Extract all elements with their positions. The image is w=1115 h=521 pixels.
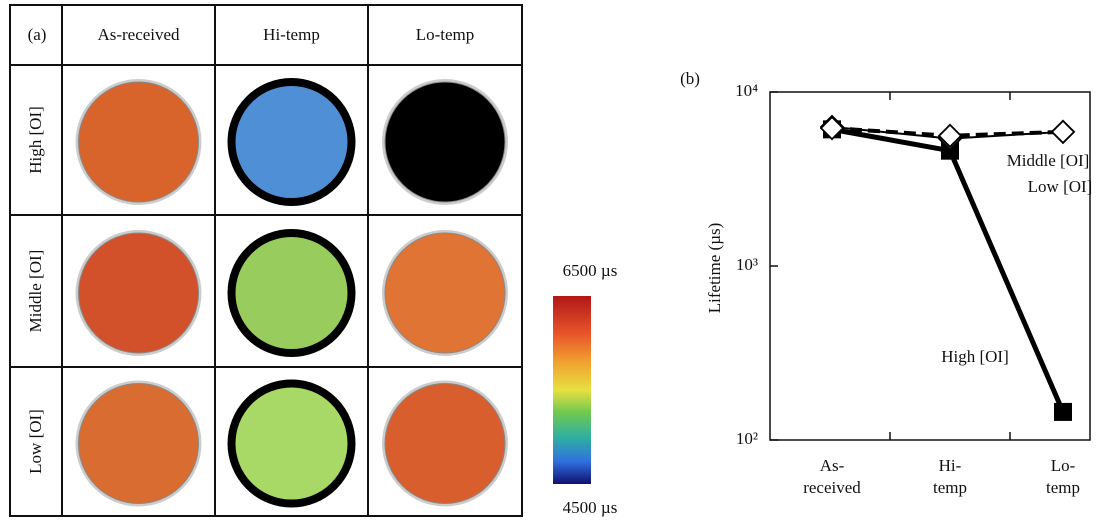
series-line [832,129,1063,412]
panel-label: (b) [680,69,700,88]
row-header: High [OI] [26,106,45,174]
x-tick-label: As- received [782,455,882,499]
wafer-map [232,384,352,504]
page: {"panel_a": {"label": "(a)", "columns": … [0,0,1115,521]
figure: 6500 µs 4500 µs (a) (b) Lifetime (µs) As… [0,0,1115,521]
y-tick-label: 10³ [736,255,758,274]
wafer-map [79,384,199,504]
wafer-map [79,233,199,353]
row-header: Middle [OI] [26,250,45,333]
colorbar-max: 6500 µs [563,261,618,280]
row-header: Low [OI] [26,409,45,474]
wafer-map [79,82,199,202]
wafer-map [385,82,505,202]
series-label: High [OI] [941,347,1009,366]
x-tick-label: Lo- temp [1013,455,1113,499]
wafer-map [385,384,505,504]
panel-label: (a) [28,25,47,44]
wafer-map [385,233,505,353]
colorbar-min: 4500 µs [563,498,618,517]
column-header: As-received [97,25,180,44]
column-header: Lo-temp [416,25,475,44]
wafer-map [232,233,352,353]
y-tick-label: 10⁴ [735,81,758,100]
y-axis-label: Lifetime (µs) [705,223,724,314]
colorbar [553,296,591,484]
series-label: Low [OI] [1028,177,1093,196]
plot-frame [770,92,1090,440]
y-tick-label: 10² [736,429,758,448]
wafer-map [232,82,352,202]
series-label: Middle [OI] [1007,151,1090,170]
x-tick-label: Hi- temp [900,455,1000,499]
column-header: Hi-temp [263,25,320,44]
marker [1054,403,1072,421]
marker [1052,121,1074,143]
